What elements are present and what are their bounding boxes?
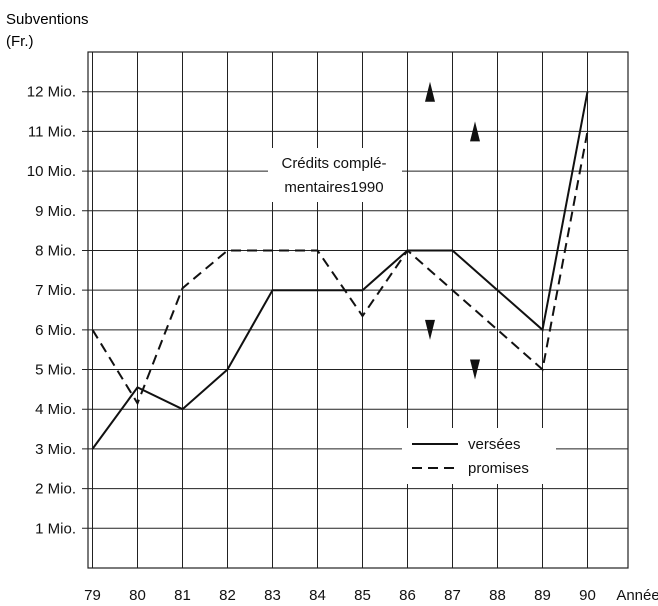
- y-tick-label: 10 Mio.: [27, 163, 76, 180]
- y-tick-label: 8 Mio.: [35, 242, 76, 259]
- x-tick-label: 90: [579, 587, 596, 604]
- plot-frame: [87, 51, 629, 569]
- x-tick-label: 87: [444, 587, 461, 604]
- arrow-up-icon: [470, 121, 480, 142]
- x-tick-label: 88: [489, 587, 506, 604]
- annotation-line-1: Crédits complé-: [281, 155, 386, 172]
- y-tick-label: 11 Mio.: [28, 123, 76, 140]
- x-tick-label: 89: [534, 587, 551, 604]
- data-series: [91, 91, 589, 450]
- x-tick-label: 83: [264, 587, 281, 604]
- annotation-line-2: mentaires1990: [284, 179, 383, 196]
- x-tick-label: 80: [129, 587, 146, 604]
- arrow-down-icon: [425, 319, 435, 340]
- y-tick-label: 7 Mio.: [35, 282, 76, 299]
- y-tick-label: 2 Mio.: [35, 481, 76, 498]
- y-tick-label: 1 Mio.: [35, 520, 76, 537]
- arrow-down-icon: [470, 359, 480, 380]
- x-tick-label: 82: [219, 587, 236, 604]
- y-tick-label: 5 Mio.: [35, 362, 76, 379]
- x-tick-label: 79: [84, 587, 101, 604]
- series-line-solid: [91, 91, 589, 450]
- legend-label-versees: versées: [468, 436, 521, 453]
- x-tick-label: 81: [174, 587, 191, 604]
- x-tick-label: 84: [309, 587, 326, 604]
- x-axis-label: Année: [616, 587, 658, 604]
- axis-ticks: 1 Mio. 2 Mio. 3 Mio. 4 Mio. 5 Mio. 6 Mio. 7 Mi…: [27, 84, 658, 604]
- y-tick-label: 6 Mio.: [35, 322, 76, 339]
- y-tick-label: 12 Mio.: [27, 84, 76, 101]
- arrow-up-icon: [425, 81, 435, 102]
- legend-label-promises: promises: [468, 460, 529, 477]
- y-tick-label: 9 Mio.: [35, 203, 76, 220]
- y-axis-label-line-2: (Fr.): [6, 33, 34, 50]
- y-tick-label: 3 Mio.: [35, 441, 76, 458]
- legend-background: [402, 428, 556, 484]
- series-line-dashed: [91, 131, 589, 406]
- annotations: Crédits complé- mentaires1990: [268, 81, 480, 380]
- y-axis-label-line-1: Subventions: [6, 11, 89, 28]
- annotation-background: [268, 148, 402, 202]
- x-tick-label: 85: [354, 587, 371, 604]
- legend: versées promises: [402, 428, 556, 484]
- x-tick-label: 86: [399, 587, 416, 604]
- y-tick-label: 4 Mio.: [35, 401, 76, 418]
